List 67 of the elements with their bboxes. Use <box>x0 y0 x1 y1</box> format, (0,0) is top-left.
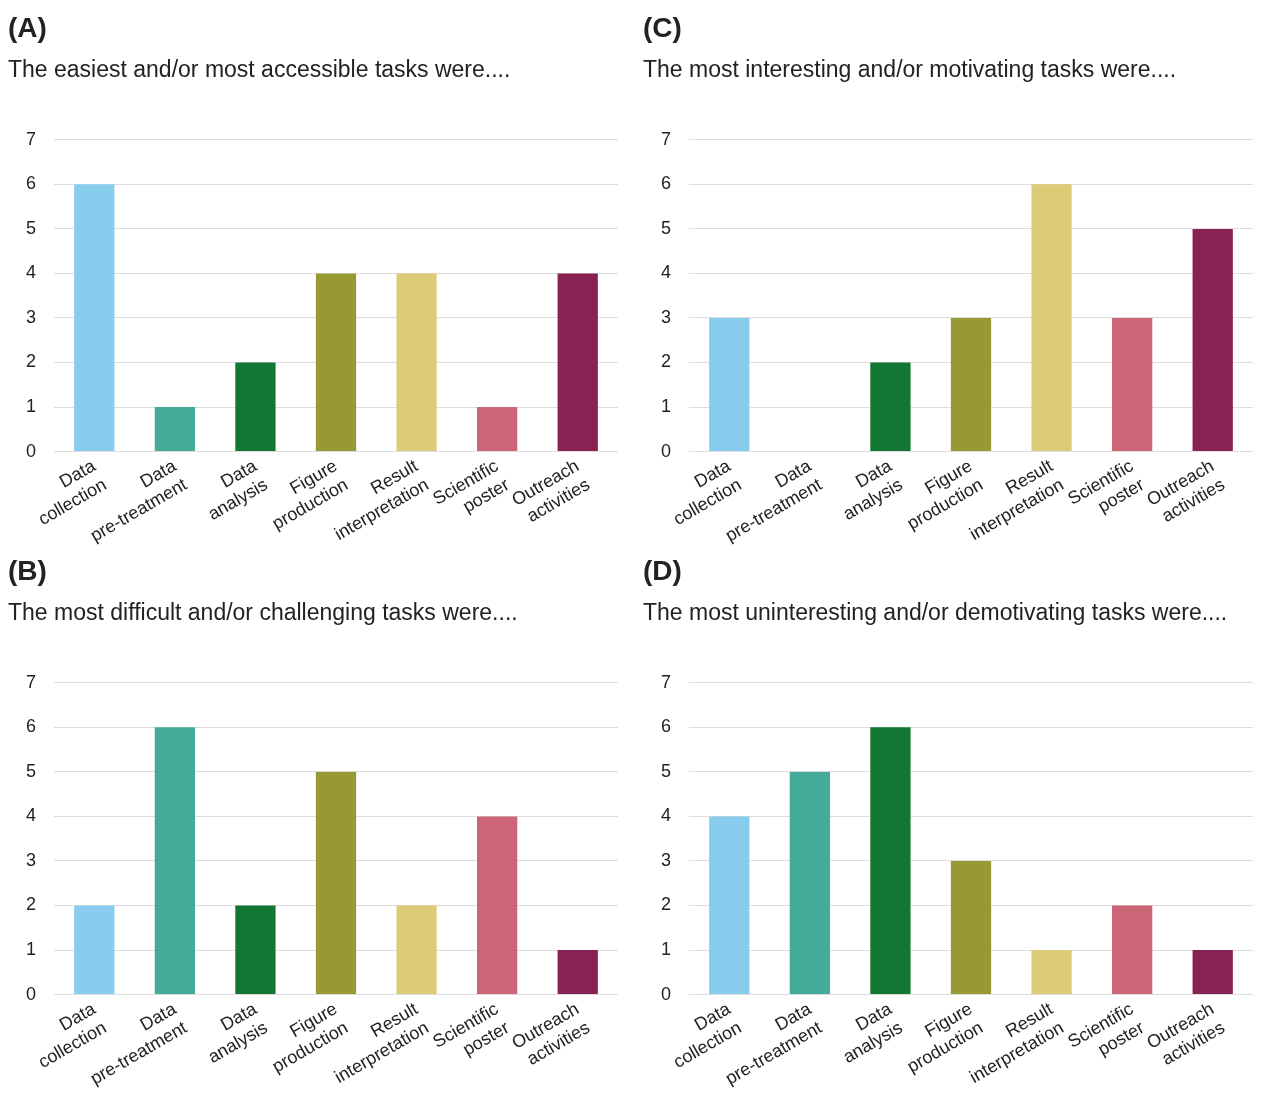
bar <box>1031 184 1072 452</box>
y-tick-label: 6 <box>26 173 37 194</box>
y-tick-label: 2 <box>26 351 37 372</box>
y-tick-label: 0 <box>661 440 672 461</box>
bar <box>1192 950 1233 995</box>
bar <box>1112 905 1153 995</box>
y-tick-label: 1 <box>661 396 672 416</box>
bar <box>154 727 196 995</box>
bar <box>709 317 750 452</box>
y-tick-label: 7 <box>661 671 672 692</box>
y-tick-label: 0 <box>661 983 672 1004</box>
bar <box>396 905 437 995</box>
y-tick-label: 4 <box>661 262 672 283</box>
y-tick-label: 5 <box>26 217 37 238</box>
y-tick-label: 6 <box>661 173 672 194</box>
bar <box>74 184 115 452</box>
bar <box>557 950 598 995</box>
y-tick-label: 4 <box>661 805 672 826</box>
y-tick-label: 5 <box>661 217 672 238</box>
chart-title: (A) <box>8 12 48 44</box>
y-tick-label: 1 <box>26 396 37 416</box>
bar <box>709 816 750 995</box>
bar <box>870 727 911 995</box>
bar <box>789 771 831 995</box>
bar <box>396 273 437 452</box>
y-tick-label: 7 <box>661 128 672 149</box>
bar <box>154 407 196 452</box>
y-tick-label: 3 <box>26 306 37 327</box>
y-tick-label: 3 <box>661 306 672 327</box>
chart-subtitle: The most uninteresting and/or demotivating tasks were.... <box>643 599 1229 626</box>
bar <box>950 317 992 452</box>
bar <box>1112 317 1153 452</box>
bar <box>235 905 276 995</box>
chart-title: (C) <box>643 12 683 44</box>
y-tick-label: 7 <box>26 128 37 149</box>
bar <box>315 273 357 452</box>
bar <box>557 273 598 452</box>
y-tick-label: 2 <box>661 351 672 372</box>
y-tick-label: 1 <box>661 939 672 959</box>
y-tick-label: 6 <box>661 716 672 737</box>
y-tick-label: 7 <box>26 671 37 692</box>
y-tick-label: 4 <box>26 262 37 283</box>
chart-subtitle: The most interesting and/or motivating tasks were.... <box>643 56 1178 83</box>
bar <box>870 362 911 452</box>
chart-subtitle: The easiest and/or most accessible tasks were.... <box>8 56 512 83</box>
chart-subtitle: The most difficult and/or challenging tasks were.... <box>8 599 519 626</box>
chart-title: (B) <box>8 555 48 587</box>
y-tick-label: 2 <box>661 894 672 915</box>
y-tick-label: 4 <box>26 805 37 826</box>
bar <box>1192 228 1233 452</box>
y-tick-label: 1 <box>26 939 37 959</box>
y-tick-label: 5 <box>26 760 37 781</box>
bar <box>74 905 115 995</box>
chart-title: (D) <box>643 555 683 587</box>
bar <box>1031 950 1072 995</box>
bar <box>477 816 518 995</box>
y-tick-label: 0 <box>26 983 37 1004</box>
y-tick-label: 0 <box>26 440 37 461</box>
bar <box>235 362 276 452</box>
bar <box>950 860 992 995</box>
y-tick-label: 5 <box>661 760 672 781</box>
y-tick-label: 3 <box>26 849 37 870</box>
bar <box>315 771 357 995</box>
y-tick-label: 3 <box>661 849 672 870</box>
y-tick-label: 2 <box>26 894 37 915</box>
bar <box>477 407 518 452</box>
y-tick-label: 6 <box>26 716 37 737</box>
